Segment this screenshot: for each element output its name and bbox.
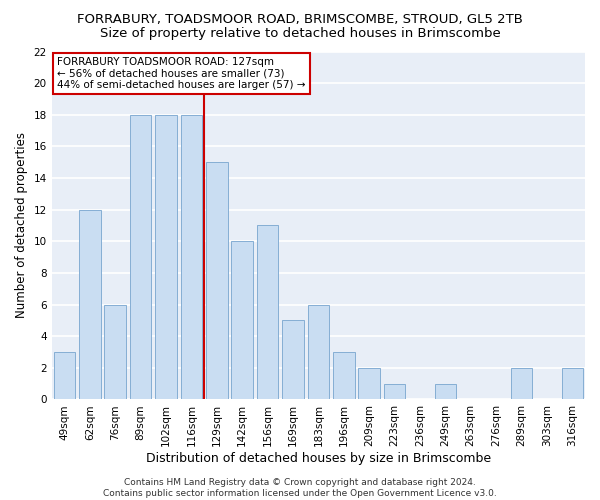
Bar bbox=[79, 210, 101, 400]
Bar bbox=[333, 352, 355, 400]
Bar bbox=[232, 242, 253, 400]
Y-axis label: Number of detached properties: Number of detached properties bbox=[15, 132, 28, 318]
Bar bbox=[53, 352, 75, 400]
Bar bbox=[562, 368, 583, 400]
X-axis label: Distribution of detached houses by size in Brimscombe: Distribution of detached houses by size … bbox=[146, 452, 491, 465]
Bar bbox=[308, 304, 329, 400]
Text: Contains HM Land Registry data © Crown copyright and database right 2024.
Contai: Contains HM Land Registry data © Crown c… bbox=[103, 478, 497, 498]
Bar bbox=[434, 384, 456, 400]
Bar bbox=[206, 162, 227, 400]
Text: Size of property relative to detached houses in Brimscombe: Size of property relative to detached ho… bbox=[100, 28, 500, 40]
Bar bbox=[181, 115, 202, 400]
Text: FORRABURY TOADSMOOR ROAD: 127sqm
← 56% of detached houses are smaller (73)
44% o: FORRABURY TOADSMOOR ROAD: 127sqm ← 56% o… bbox=[57, 56, 305, 90]
Bar bbox=[130, 115, 151, 400]
Bar bbox=[282, 320, 304, 400]
Text: FORRABURY, TOADSMOOR ROAD, BRIMSCOMBE, STROUD, GL5 2TB: FORRABURY, TOADSMOOR ROAD, BRIMSCOMBE, S… bbox=[77, 12, 523, 26]
Bar bbox=[104, 304, 126, 400]
Bar bbox=[384, 384, 406, 400]
Bar bbox=[155, 115, 177, 400]
Bar bbox=[257, 226, 278, 400]
Bar bbox=[358, 368, 380, 400]
Bar bbox=[511, 368, 532, 400]
